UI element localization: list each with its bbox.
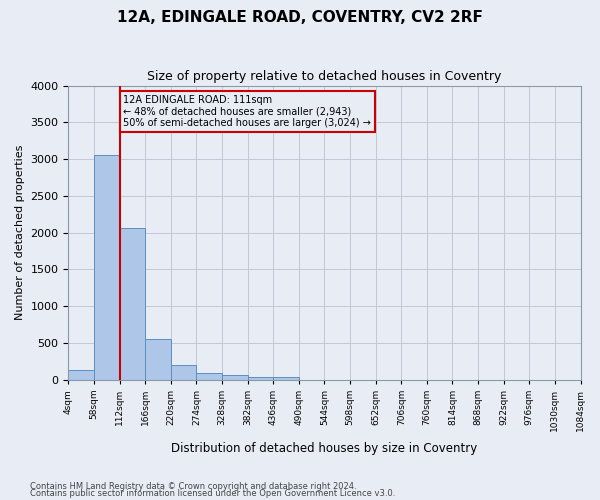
Text: 12A EDINGALE ROAD: 111sqm
← 48% of detached houses are smaller (2,943)
50% of se: 12A EDINGALE ROAD: 111sqm ← 48% of detac…	[124, 95, 371, 128]
Bar	[94, 154, 119, 380]
Bar	[196, 373, 222, 380]
Bar	[171, 365, 196, 380]
Text: Contains HM Land Registry data © Crown copyright and database right 2024.: Contains HM Land Registry data © Crown c…	[30, 482, 356, 491]
Text: Contains public sector information licensed under the Open Government Licence v3: Contains public sector information licen…	[30, 490, 395, 498]
Bar	[248, 377, 273, 380]
Bar	[273, 377, 299, 380]
Title: Size of property relative to detached houses in Coventry: Size of property relative to detached ho…	[147, 70, 502, 83]
Bar	[68, 370, 94, 380]
Y-axis label: Number of detached properties: Number of detached properties	[15, 145, 25, 320]
Bar	[119, 228, 145, 380]
Bar	[145, 338, 171, 380]
Text: 12A, EDINGALE ROAD, COVENTRY, CV2 2RF: 12A, EDINGALE ROAD, COVENTRY, CV2 2RF	[117, 10, 483, 25]
Bar	[222, 376, 248, 380]
X-axis label: Distribution of detached houses by size in Coventry: Distribution of detached houses by size …	[172, 442, 478, 455]
